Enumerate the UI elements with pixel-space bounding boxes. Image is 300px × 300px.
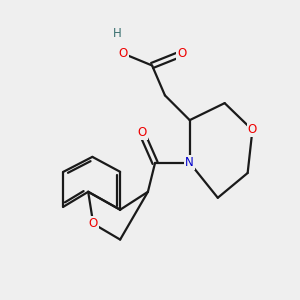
Text: O: O bbox=[88, 217, 98, 230]
Text: O: O bbox=[248, 124, 257, 136]
Text: H: H bbox=[113, 27, 122, 40]
Text: O: O bbox=[137, 127, 147, 140]
Text: O: O bbox=[177, 47, 187, 60]
Text: N: N bbox=[185, 156, 194, 169]
Text: O: O bbox=[118, 47, 128, 60]
